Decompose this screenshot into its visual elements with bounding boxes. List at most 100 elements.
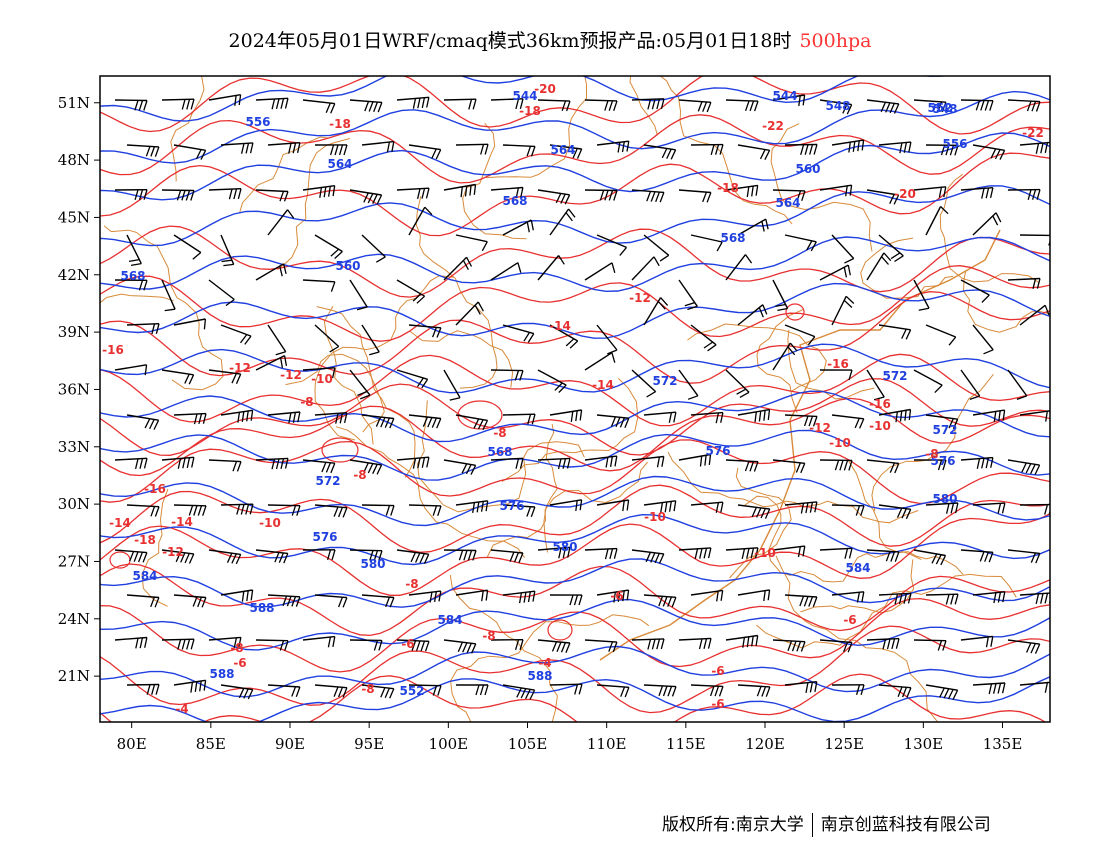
wind-barb [396, 456, 430, 469]
copyright-footer: 版权所有:南京大学 南京创蓝科技有限公司 [662, 810, 991, 837]
border-line [239, 136, 329, 213]
wind-barb [831, 234, 855, 264]
wind-barb [126, 594, 160, 608]
wind-barb [220, 234, 235, 267]
wind-barb [173, 594, 207, 608]
wind-barb [643, 684, 677, 697]
wind-barb [114, 636, 148, 649]
wind-barb [502, 684, 536, 700]
temperature-label: -16 [827, 357, 849, 371]
wind-barb [643, 297, 669, 326]
map-plot-area: 548 544 552 556 556 564 560 564 568 568 564 560 568 5… [100, 76, 1050, 722]
wind-barb [831, 139, 865, 153]
wind-barb [537, 189, 571, 205]
lat-tick-label: 24N [58, 610, 90, 628]
height-contour [100, 282, 1050, 339]
height-label: 572 [932, 423, 957, 437]
wind-barb [208, 459, 242, 472]
wind-barb [443, 369, 461, 401]
border-line [847, 458, 964, 575]
temperature-cell [547, 619, 573, 641]
temperature-contour [100, 673, 1047, 722]
wind-barb [1007, 369, 1028, 401]
height-label: 588 [527, 669, 552, 683]
wind-barb [208, 636, 242, 649]
border-line [462, 122, 527, 240]
wind-barb [126, 323, 160, 335]
wind-barb [502, 144, 536, 157]
wind-barb [208, 279, 235, 307]
wind-barb [784, 501, 818, 514]
temperature-label: -10 [829, 436, 851, 450]
height-label: 564 [775, 196, 800, 210]
wind-barb [878, 141, 912, 154]
pressure-level-label: 500hpa [799, 30, 872, 52]
map-title: 2024年05月01日WRF/cmaq模式36km预报产品:05月01日18时 5… [0, 26, 1100, 53]
wind-barb [208, 369, 242, 384]
temperature-contour [100, 484, 1050, 553]
temperature-label: -6 [711, 697, 724, 711]
border-line [450, 614, 650, 722]
map-frame [99, 75, 1051, 723]
height-label: 564 [327, 157, 352, 171]
wind-barb [1007, 99, 1041, 112]
wind-barb [396, 369, 429, 389]
temperature-label: -12 [629, 291, 651, 305]
wind-barb [361, 324, 380, 356]
wind-barb [678, 99, 712, 113]
wind-barb [255, 354, 288, 371]
wind-barb [490, 186, 524, 199]
height-label: 580 [360, 557, 385, 571]
wind-barb [584, 639, 618, 653]
wind-barb [866, 637, 900, 650]
border-line [316, 306, 416, 478]
wind-barb [631, 98, 665, 110]
contour-labels: 548 544 552 556 556 564 560 564 568 568 564 560 568 5… [102, 82, 1044, 716]
wind-barb [772, 279, 789, 312]
wind-barb [737, 684, 771, 697]
wind-barb [690, 411, 724, 424]
temperature-label: -6 [233, 656, 246, 670]
wind-barb [126, 144, 160, 157]
wind-barb [819, 264, 851, 281]
wind-barb [302, 367, 336, 379]
wind-barb [255, 549, 289, 564]
height-label: 552 [927, 101, 952, 115]
border-line [170, 76, 205, 182]
height-label: 564 [550, 143, 575, 157]
wind-barb [925, 324, 957, 346]
wind-barb [772, 545, 806, 558]
wind-barb [361, 234, 386, 263]
temperature-label: -6 [711, 664, 724, 678]
wind-barb [537, 255, 565, 281]
wind-barb [631, 189, 665, 203]
wind-barb [584, 455, 618, 468]
wind-barb [913, 99, 947, 113]
wind-barb [878, 592, 912, 605]
height-label: 560 [335, 259, 360, 273]
wind-barb [913, 186, 947, 198]
wind-barb [490, 457, 524, 469]
lat-tick-label: 51N [58, 94, 90, 112]
lon-tick-label: 135E [983, 735, 1023, 753]
wind-barb [114, 189, 148, 200]
height-label: 584 [845, 561, 870, 575]
wind-barb [784, 143, 818, 155]
wind-barb [361, 140, 395, 153]
title-text: 2024年05月01日WRF/cmaq模式36km预报产品:05月01日18时 [228, 30, 792, 52]
wind-barb [114, 364, 148, 376]
temperature-label: -6 [401, 637, 414, 651]
wind-barb [396, 96, 430, 109]
height-contour [100, 132, 1050, 201]
wind-barb [678, 279, 698, 311]
wind-barb [866, 189, 900, 205]
wind-barb [220, 142, 254, 154]
height-label: 580 [552, 540, 577, 554]
wind-barb [314, 594, 348, 608]
wind-barb [267, 594, 301, 607]
footer-separator [811, 813, 813, 837]
height-label: 560 [795, 162, 820, 176]
wind-barb [455, 301, 484, 326]
copyright-right: 南京创蓝科技有限公司 [820, 815, 991, 835]
wind-barb [161, 98, 195, 110]
